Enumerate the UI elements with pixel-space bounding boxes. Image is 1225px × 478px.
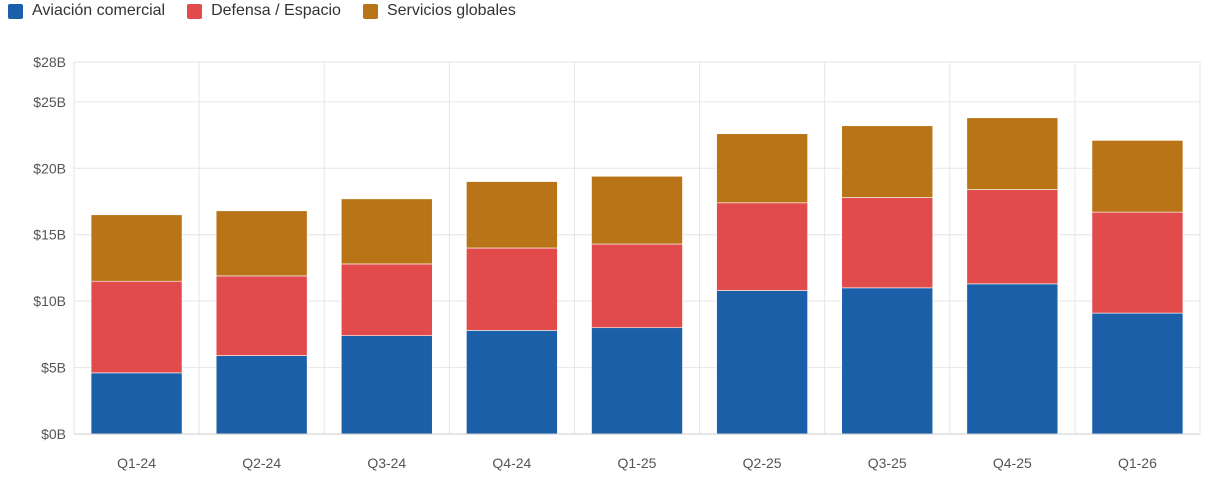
x-tick-label: Q3-25 — [868, 455, 907, 471]
legend-label-defensa-espacio: Defensa / Espacio — [211, 2, 341, 19]
legend-swatch-defensa-espacio — [187, 3, 203, 19]
legend-label-servicios-globales: Servicios globales — [386, 2, 516, 19]
bar-segment-defensa-espacio[interactable] — [466, 247, 558, 331]
legend-swatch-servicios-globales — [362, 3, 378, 19]
x-tick-label: Q4-24 — [492, 455, 531, 471]
y-tick-label: $0B — [41, 426, 66, 442]
bar-segment-aviacion-comercial[interactable] — [90, 372, 183, 435]
legend-swatch-aviacion-comercial — [8, 3, 23, 19]
bar-segment-defensa-espacio[interactable] — [966, 189, 1059, 285]
legend-item-aviacion-comercial[interactable]: Aviación comercial — [8, 2, 165, 20]
bar-segment-servicios-globales[interactable] — [90, 214, 183, 282]
bar-segment-servicios-globales[interactable] — [215, 210, 308, 277]
y-tick-label: $10B — [33, 293, 66, 309]
bar-segment-defensa-espacio[interactable] — [716, 202, 808, 291]
bar-segment-aviacion-comercial[interactable] — [466, 330, 558, 435]
bar-segment-aviacion-comercial[interactable] — [215, 355, 308, 435]
x-tick-label: Q1-26 — [1118, 455, 1157, 471]
bar-segment-defensa-espacio[interactable] — [215, 275, 308, 356]
bar-segment-defensa-espacio[interactable] — [841, 197, 934, 289]
y-tick-label: $25B — [33, 94, 66, 110]
x-tick-label: Q2-25 — [743, 455, 782, 471]
bar-segment-servicios-globales[interactable] — [1091, 140, 1184, 213]
bar-segment-servicios-globales[interactable] — [340, 198, 433, 265]
y-tick-label: $15B — [33, 227, 66, 243]
x-tick-label: Q1-24 — [117, 455, 156, 471]
bar-segment-servicios-globales[interactable] — [591, 175, 683, 245]
legend-item-servicios-globales[interactable]: Servicios globales — [362, 2, 516, 20]
x-tick-label: Q3-24 — [367, 455, 406, 471]
bar-segment-defensa-espacio[interactable] — [340, 263, 433, 336]
bar-segment-aviacion-comercial[interactable] — [966, 283, 1059, 435]
x-tick-label: Q2-24 — [242, 455, 281, 471]
y-tick-label: $28B — [33, 54, 66, 70]
y-tick-label: $20B — [33, 160, 66, 176]
bar-segment-defensa-espacio[interactable] — [591, 243, 683, 329]
bar-segment-defensa-espacio[interactable] — [90, 280, 183, 374]
bar-segment-servicios-globales[interactable] — [466, 181, 558, 249]
bar-segment-defensa-espacio[interactable] — [1091, 211, 1184, 314]
bar-segment-servicios-globales[interactable] — [841, 125, 934, 198]
bar-segment-servicios-globales[interactable] — [966, 117, 1059, 190]
y-tick-label: $5B — [41, 360, 66, 376]
bar-segment-aviacion-comercial[interactable] — [1091, 312, 1184, 435]
legend-item-defensa-espacio[interactable]: Defensa / Espacio — [187, 2, 341, 20]
bar-segment-servicios-globales[interactable] — [716, 133, 808, 204]
legend: Aviación comercial Defensa / Espacio Ser… — [8, 2, 516, 20]
bar-segment-aviacion-comercial[interactable] — [841, 287, 934, 435]
bar-segment-aviacion-comercial[interactable] — [716, 290, 808, 435]
legend-label-aviacion-comercial: Aviación comercial — [32, 2, 166, 19]
bar-segment-aviacion-comercial[interactable] — [340, 335, 433, 435]
x-tick-label: Q1-25 — [618, 455, 657, 471]
x-tick-label: Q4-25 — [993, 455, 1032, 471]
bar-segment-aviacion-comercial[interactable] — [591, 327, 683, 435]
